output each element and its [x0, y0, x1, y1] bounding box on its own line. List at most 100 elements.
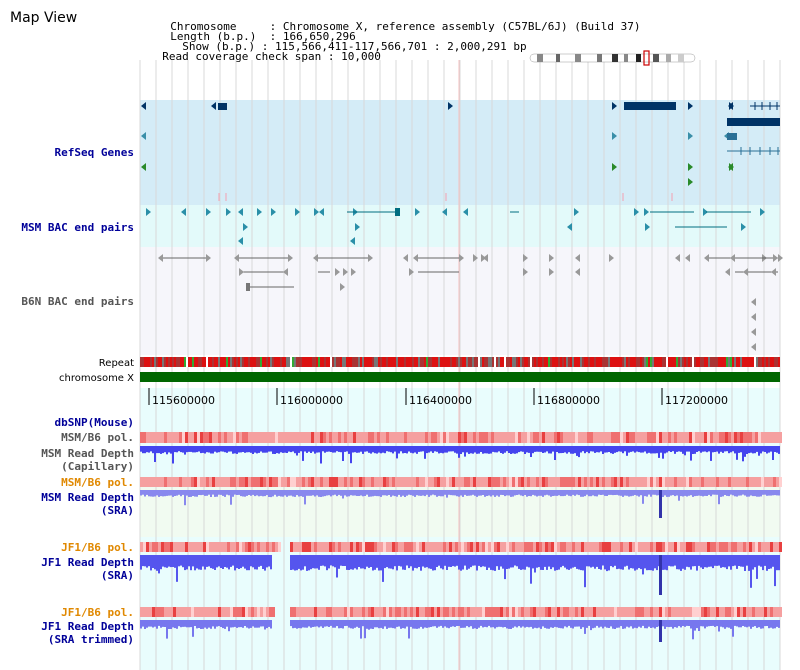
jf1-trim-depth-bar	[454, 620, 456, 627]
msm-pol2-segment	[431, 477, 434, 487]
track-label-b6n-bac[interactable]: B6N BAC end pairs	[21, 295, 134, 308]
bac-end-arrow	[295, 208, 300, 216]
msm-pol-segment	[779, 432, 782, 443]
jf1-sra-depth-bar	[740, 555, 742, 567]
msm-cap-depth-bar	[454, 446, 456, 453]
track-label-msm-bac[interactable]: MSM BAC end pairs	[21, 221, 134, 234]
track-label-jf1-depth-trim[interactable]: JF1 Read Depth	[41, 620, 134, 633]
msm-cap-depth-bar	[584, 446, 586, 454]
refseq-genes[interactable]	[141, 102, 780, 201]
jf1-pol-segment	[209, 542, 212, 552]
msm-sra-depth-bar	[510, 490, 512, 497]
track-label-msm-pol2[interactable]: MSM/B6 pol.	[61, 476, 134, 489]
msm-pol2-segment	[317, 477, 320, 487]
jf1-sra-depth-bar	[580, 555, 582, 571]
jf1-trim-depth-bar	[192, 620, 194, 637]
jf1-pol2-segment	[539, 607, 542, 617]
repeat-segment	[312, 357, 314, 367]
msm-cap-depth-bar	[252, 446, 254, 454]
msm-pol-segment	[320, 432, 323, 443]
bac-end-pairs[interactable]	[146, 208, 783, 351]
jf1-sra-depth-bar	[220, 555, 222, 568]
jf1-sra-depth-bar	[164, 555, 166, 568]
msm-sra-depth-bar	[234, 490, 236, 495]
jf1-pol2-segment	[725, 607, 728, 617]
chromosome-ideogram[interactable]	[529, 50, 696, 66]
msm-pol2-segment	[464, 477, 467, 487]
msm-pol-segment	[233, 432, 236, 443]
jf1-pol2-segment	[329, 607, 332, 617]
jf1-sra-depth-bar	[358, 555, 360, 567]
jf1-pol-segment	[182, 542, 185, 552]
msm-cap-depth-bar	[608, 446, 610, 452]
msm-sra-depth-bar	[636, 490, 638, 496]
jf1-trim-depth-bar	[198, 620, 200, 628]
msm-sra-depth-bar	[676, 490, 678, 496]
msm-pol2-segment	[716, 477, 719, 487]
msm-pol2-segment	[401, 477, 404, 487]
msm-sra-depth-bar	[190, 490, 192, 497]
msm-sra-depth-bar	[332, 490, 334, 496]
repeat-segment	[426, 357, 428, 367]
track-label-jf1-depth-sra[interactable]: JF1 Read Depth	[41, 556, 134, 569]
msm-pol-segment	[644, 432, 647, 443]
msm-cap-depth-bar	[636, 446, 638, 452]
repeat-segment	[442, 357, 444, 367]
msm-cap-depth-bar	[548, 446, 550, 454]
track-label-jf1-depth-sra-sub[interactable]: (SRA)	[101, 569, 134, 582]
msm-sra-depth-bar	[400, 490, 402, 497]
jf1-sra-depth-bar	[454, 555, 456, 567]
track-label-jf1-pol2[interactable]: JF1/B6 pol.	[61, 606, 134, 619]
repeat-segment	[564, 357, 566, 367]
track-label-refseq[interactable]: RefSeq Genes	[55, 146, 134, 159]
msm-pol-segment	[275, 432, 278, 443]
jf1-trim-depth-bar	[384, 620, 386, 627]
track-label-dbsnp[interactable]: dbSNP(Mouse)	[55, 416, 134, 429]
msm-cap-depth-bar	[516, 446, 518, 454]
jf1-trim-depth-bar	[212, 620, 214, 627]
msm-pol-segment	[434, 432, 437, 443]
msm-pol2-segment	[218, 477, 221, 487]
msm-sra-depth-bar	[570, 490, 572, 497]
msm-pol-segment	[650, 432, 653, 443]
msm-pol-segment	[641, 432, 644, 443]
jf1-trim-depth-bar	[372, 620, 374, 629]
jf1-trim-depth-bar	[376, 620, 378, 628]
msm-cap-depth-bar	[590, 446, 592, 452]
msm-sra-depth-bar	[568, 490, 570, 496]
jf1-pol2-segment	[533, 607, 536, 617]
msm-pol-segment	[215, 432, 218, 443]
msm-cap-depth-bar	[462, 446, 464, 453]
jf1-trim-depth-bar	[488, 620, 490, 626]
repeat-segment	[562, 357, 564, 367]
jf1-pol-segment	[320, 542, 323, 552]
track-label-msm-depth-sra-sub[interactable]: (SRA)	[101, 504, 134, 517]
jf1-trim-depth-bar	[330, 620, 332, 626]
msm-sra-depth-bar	[468, 490, 470, 496]
msm-sra-depth-bar	[244, 490, 246, 497]
track-label-jf1-pol[interactable]: JF1/B6 pol.	[61, 541, 134, 554]
jf1-trim-depth-bar	[664, 620, 666, 629]
msm-cap-depth-bar	[260, 446, 262, 452]
repeat-segment	[316, 357, 318, 367]
jf1-sra-depth-bar	[444, 555, 446, 566]
jf1-pol2-segment	[386, 607, 389, 617]
track-label-msm-depth-sra[interactable]: MSM Read Depth	[41, 491, 134, 504]
msm-cap-depth-bar	[346, 446, 348, 452]
bac-end-arrow	[575, 254, 580, 262]
jf1-sra-depth-bar	[380, 555, 382, 571]
ideogram-current-region[interactable]	[643, 50, 650, 66]
jf1-trim-depth-bar	[616, 620, 618, 628]
msm-pol-segment	[635, 432, 638, 443]
jf1-pol-segment	[689, 542, 692, 552]
msm-pol2-segment	[224, 477, 227, 487]
jf1-pol-segment	[647, 542, 650, 552]
jf1-trim-depth-bar	[638, 620, 640, 627]
msm-pol-segment	[695, 432, 698, 443]
msm-pol2-segment	[281, 477, 284, 487]
msm-pol2-segment	[710, 477, 713, 487]
track-label-jf1-depth-trim-sub[interactable]: (SRA trimmed)	[48, 633, 134, 646]
jf1-pol-segment	[254, 542, 257, 552]
repeat-segment	[430, 357, 432, 367]
